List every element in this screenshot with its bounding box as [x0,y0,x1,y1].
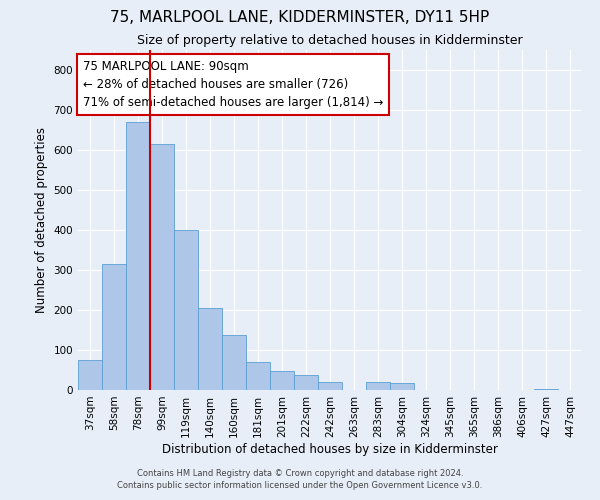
Bar [150,144,174,390]
Bar [126,122,150,390]
Bar [318,382,342,390]
Text: 75, MARLPOOL LANE, KIDDERMINSTER, DY11 5HP: 75, MARLPOOL LANE, KIDDERMINSTER, DY11 5… [110,10,490,25]
Bar [534,389,558,390]
Bar [222,335,246,390]
Bar [102,264,126,390]
Bar [366,382,390,390]
Bar [270,371,294,390]
Title: Size of property relative to detached houses in Kidderminster: Size of property relative to detached ho… [137,34,523,48]
Text: 75 MARLPOOL LANE: 90sqm
← 28% of detached houses are smaller (726)
71% of semi-d: 75 MARLPOOL LANE: 90sqm ← 28% of detache… [83,60,383,109]
Text: Contains HM Land Registry data © Crown copyright and database right 2024.
Contai: Contains HM Land Registry data © Crown c… [118,469,482,490]
Bar [174,230,198,390]
Bar [78,360,102,390]
Bar [294,375,318,390]
Bar [198,308,222,390]
Bar [390,383,414,390]
X-axis label: Distribution of detached houses by size in Kidderminster: Distribution of detached houses by size … [162,442,498,456]
Bar [246,362,270,390]
Y-axis label: Number of detached properties: Number of detached properties [35,127,48,313]
